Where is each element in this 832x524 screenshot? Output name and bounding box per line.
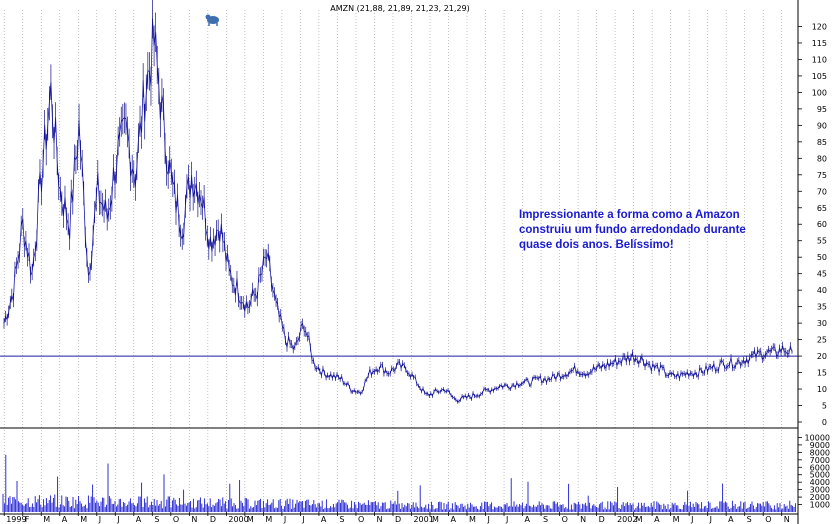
y-tick-label: 80 — [817, 154, 827, 163]
y-tick-label: 40 — [817, 286, 827, 295]
x-tick-label: J — [690, 515, 693, 524]
y-tick-label: 45 — [817, 270, 827, 279]
y-tick-label: 25 — [817, 336, 827, 345]
x-tick-label: D — [210, 515, 216, 524]
volume-tick-label: 9000 — [810, 441, 830, 450]
x-tick-label: 1999 — [6, 515, 26, 524]
volume-tick-label: 6000 — [810, 463, 830, 472]
chart-title: AMZN (21,88, 21,89, 21,23, 21,29) — [330, 4, 470, 13]
x-tick-label: J — [301, 515, 304, 524]
volume-tick-label: 1000 — [810, 501, 830, 510]
x-tick-label: O — [562, 515, 568, 524]
x-tick-label: M — [432, 515, 439, 524]
x-tick-label: J — [709, 515, 712, 524]
x-tick-label: A — [525, 515, 531, 524]
annotation-line: construiu um fundo arredondado durante — [519, 224, 746, 236]
volume-tick-label: 2000 — [810, 493, 830, 502]
y-tick-label: 10 — [817, 385, 827, 394]
x-tick-label: F — [25, 515, 30, 524]
x-tick-label: D — [395, 515, 401, 524]
x-tick-label: A — [62, 515, 68, 524]
y-tick-label: 65 — [817, 204, 827, 213]
y-tick-label: 85 — [817, 138, 827, 147]
volume-tick-label: 3000 — [810, 486, 830, 495]
x-tick-label: N — [784, 515, 790, 524]
x-tick-label: M — [247, 515, 254, 524]
x-tick-label: M — [80, 515, 87, 524]
x-tick-label: S — [747, 515, 752, 524]
chart-axes — [0, 0, 802, 524]
x-tick-label: O — [358, 515, 364, 524]
y-tick-label: 0 — [822, 418, 827, 427]
y-tick-label: 110 — [812, 55, 827, 64]
volume-series — [2, 454, 796, 512]
x-tick-label: O — [173, 515, 179, 524]
x-tick-label: A — [136, 515, 142, 524]
x-tick-label: M — [469, 515, 476, 524]
y-tick-label: 120 — [812, 22, 827, 31]
volume-tick-label: 7000 — [810, 456, 830, 465]
y-tick-label: 20 — [817, 352, 827, 361]
x-tick-label: A — [728, 515, 734, 524]
x-tick-label: M — [673, 515, 680, 524]
x-tick-label: S — [543, 515, 548, 524]
y-tick-label: 105 — [812, 72, 827, 81]
x-tick-label: O — [765, 515, 771, 524]
price-axis-labels: 0 5 10 15 20 25 30 35 40 45 50 55 60 65 70 75 80 85 90 95 10… — [812, 22, 827, 427]
grid-lines — [3, 10, 783, 512]
volume-tick-label: 8000 — [810, 448, 830, 457]
y-tick-label: 15 — [817, 369, 827, 378]
x-tick-label: A — [321, 515, 327, 524]
y-tick-label: 30 — [817, 319, 827, 328]
price-series — [0, 0, 798, 404]
x-tick-label: J — [283, 515, 286, 524]
x-tick-label: M — [43, 515, 50, 524]
x-tick-label: 2001 — [413, 515, 433, 524]
y-tick-label: 60 — [817, 220, 827, 229]
x-tick-label: J — [116, 515, 119, 524]
volume-tick-label: 10000 — [805, 433, 830, 442]
x-tick-label: S — [339, 515, 344, 524]
y-tick-label: 5 — [822, 402, 827, 411]
y-tick-label: 35 — [817, 303, 827, 312]
x-tick-label: N — [376, 515, 382, 524]
x-tick-label: A — [654, 515, 660, 524]
y-tick-label: 50 — [817, 253, 827, 262]
x-tick-label: A — [451, 515, 457, 524]
x-tick-label: D — [599, 515, 605, 524]
y-tick-label: 70 — [817, 187, 827, 196]
x-tick-label: N — [191, 515, 197, 524]
y-tick-label: 115 — [812, 39, 827, 48]
x-tick-label: J — [505, 515, 508, 524]
x-tick-label: 2002 — [617, 515, 637, 524]
x-tick-label: 2000 — [228, 515, 248, 524]
bull-icon — [205, 14, 219, 26]
y-tick-label: 75 — [817, 171, 827, 180]
x-tick-label: J — [487, 515, 490, 524]
x-tick-label: J — [98, 515, 101, 524]
volume-tick-label: 4000 — [810, 478, 830, 487]
volume-tick-label: 5000 — [810, 471, 830, 480]
annotation-line: quase dois anos. Belíssimo! — [519, 239, 674, 251]
y-tick-label: 55 — [817, 237, 827, 246]
volume-axis-labels: 1000200030004000500060007000800090001000… — [805, 433, 830, 509]
x-tick-label: N — [580, 515, 586, 524]
annotation-line: Impressionante a forma como a Amazon — [519, 209, 740, 221]
x-tick-label: S — [154, 515, 159, 524]
y-tick-label: 100 — [812, 88, 827, 97]
annotation-text: Impressionante a forma como a Amazon cons… — [519, 209, 746, 251]
y-tick-label: 95 — [817, 105, 827, 114]
y-tick-label: 90 — [817, 121, 827, 130]
x-tick-label: M — [265, 515, 272, 524]
x-tick-label: M — [636, 515, 643, 524]
